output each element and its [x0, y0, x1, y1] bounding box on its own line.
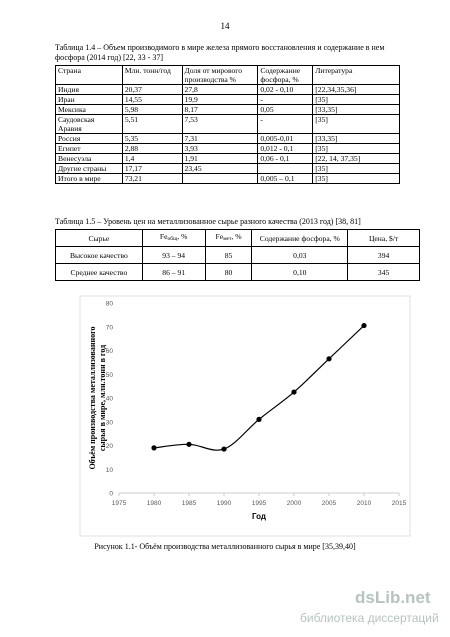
table-caption: Таблица 1.4 – Объем производимого в мире…: [55, 43, 385, 62]
marker: [326, 356, 332, 362]
x-tick-label: 1990: [217, 500, 232, 507]
table: Сырье Feобщ, % Feмет, % Содержание фосфора,…: [55, 229, 420, 281]
x-tick-label: 2015: [392, 500, 407, 507]
marker: [361, 322, 367, 329]
table: Страна Млн. тонн/год Доля от мирового прои…: [55, 65, 400, 184]
y-tick-label: 0: [109, 491, 113, 498]
y-tick-label: 70: [106, 324, 114, 331]
y-tick-label: 50: [106, 372, 114, 379]
marker: [256, 416, 262, 422]
y-axis-label: Объём производства металлизованного: [88, 326, 97, 469]
table-row: Венесуэла 1,4 1,91 0,06 - 0,1 [22, 14, 37,35…: [55, 153, 400, 164]
x-tick-label: 2000: [287, 500, 302, 507]
table-cell: Итого в мире: [55, 173, 123, 184]
line: [153, 325, 365, 451]
table-row: Иран 14,55 19,9- [35]: [55, 94, 400, 105]
table-row: Среднее качество 86 – 91 80 0,10 345: [55, 263, 420, 281]
x-tick-label: 1995: [252, 500, 267, 507]
table-caption: Таблица 1.5 – Уровень цен на металлизова…: [55, 217, 361, 226]
x-axis-label: Год: [252, 512, 266, 521]
header-text: , %: [177, 232, 188, 241]
y-tick-label: 10: [106, 467, 114, 474]
table-cell: 0,10: [251, 263, 349, 281]
y-tick-label: 40: [106, 396, 114, 403]
table-cell: 345: [347, 263, 420, 281]
x-tick-label: 1985: [182, 500, 197, 507]
marker: [221, 446, 227, 452]
table-cell: [35]: [312, 173, 400, 184]
page-number: 14: [220, 21, 230, 31]
table-cell: 80: [204, 263, 253, 281]
y-tick-label: 80: [106, 301, 114, 308]
table-row: Саудовская Аравия 5,51 7,53- [35]: [55, 114, 400, 134]
watermark-logo: dsLib.net: [355, 588, 431, 607]
header-text: , %: [231, 232, 242, 241]
y-axis-label: сырья в мире, млн.тонн в год: [98, 345, 107, 451]
y-tick-label: 30: [106, 419, 114, 426]
x-tick-label: 1975: [112, 500, 127, 507]
marker: [186, 441, 192, 447]
y-tick-label: 20: [106, 443, 114, 450]
table-row: Итого в мире 73,21 0,005 – 0,1 [35]: [55, 173, 400, 184]
table-cell: Среднее качество: [55, 263, 143, 281]
table-cell: 86 – 91: [141, 263, 206, 281]
header-text: Fe: [215, 232, 224, 241]
header-subscript: общ: [167, 236, 178, 242]
marker: [151, 445, 157, 451]
x-tick-label: 2010: [357, 500, 372, 507]
x-tick-label: 1980: [147, 500, 162, 507]
header-subscript: мет: [223, 236, 232, 242]
x-tick-label: 2005: [322, 500, 337, 507]
figure-caption: Рисунок 1.1- Объём производства металлиз…: [94, 542, 356, 551]
chart-frame: [79, 295, 411, 537]
header-text: Fe: [159, 232, 168, 241]
marker: [291, 389, 297, 395]
watermark-subtitle: библиотека диссертаций: [300, 611, 439, 625]
y-tick-label: 60: [106, 348, 114, 355]
table-cell: 0,005 – 0,1: [257, 173, 314, 184]
